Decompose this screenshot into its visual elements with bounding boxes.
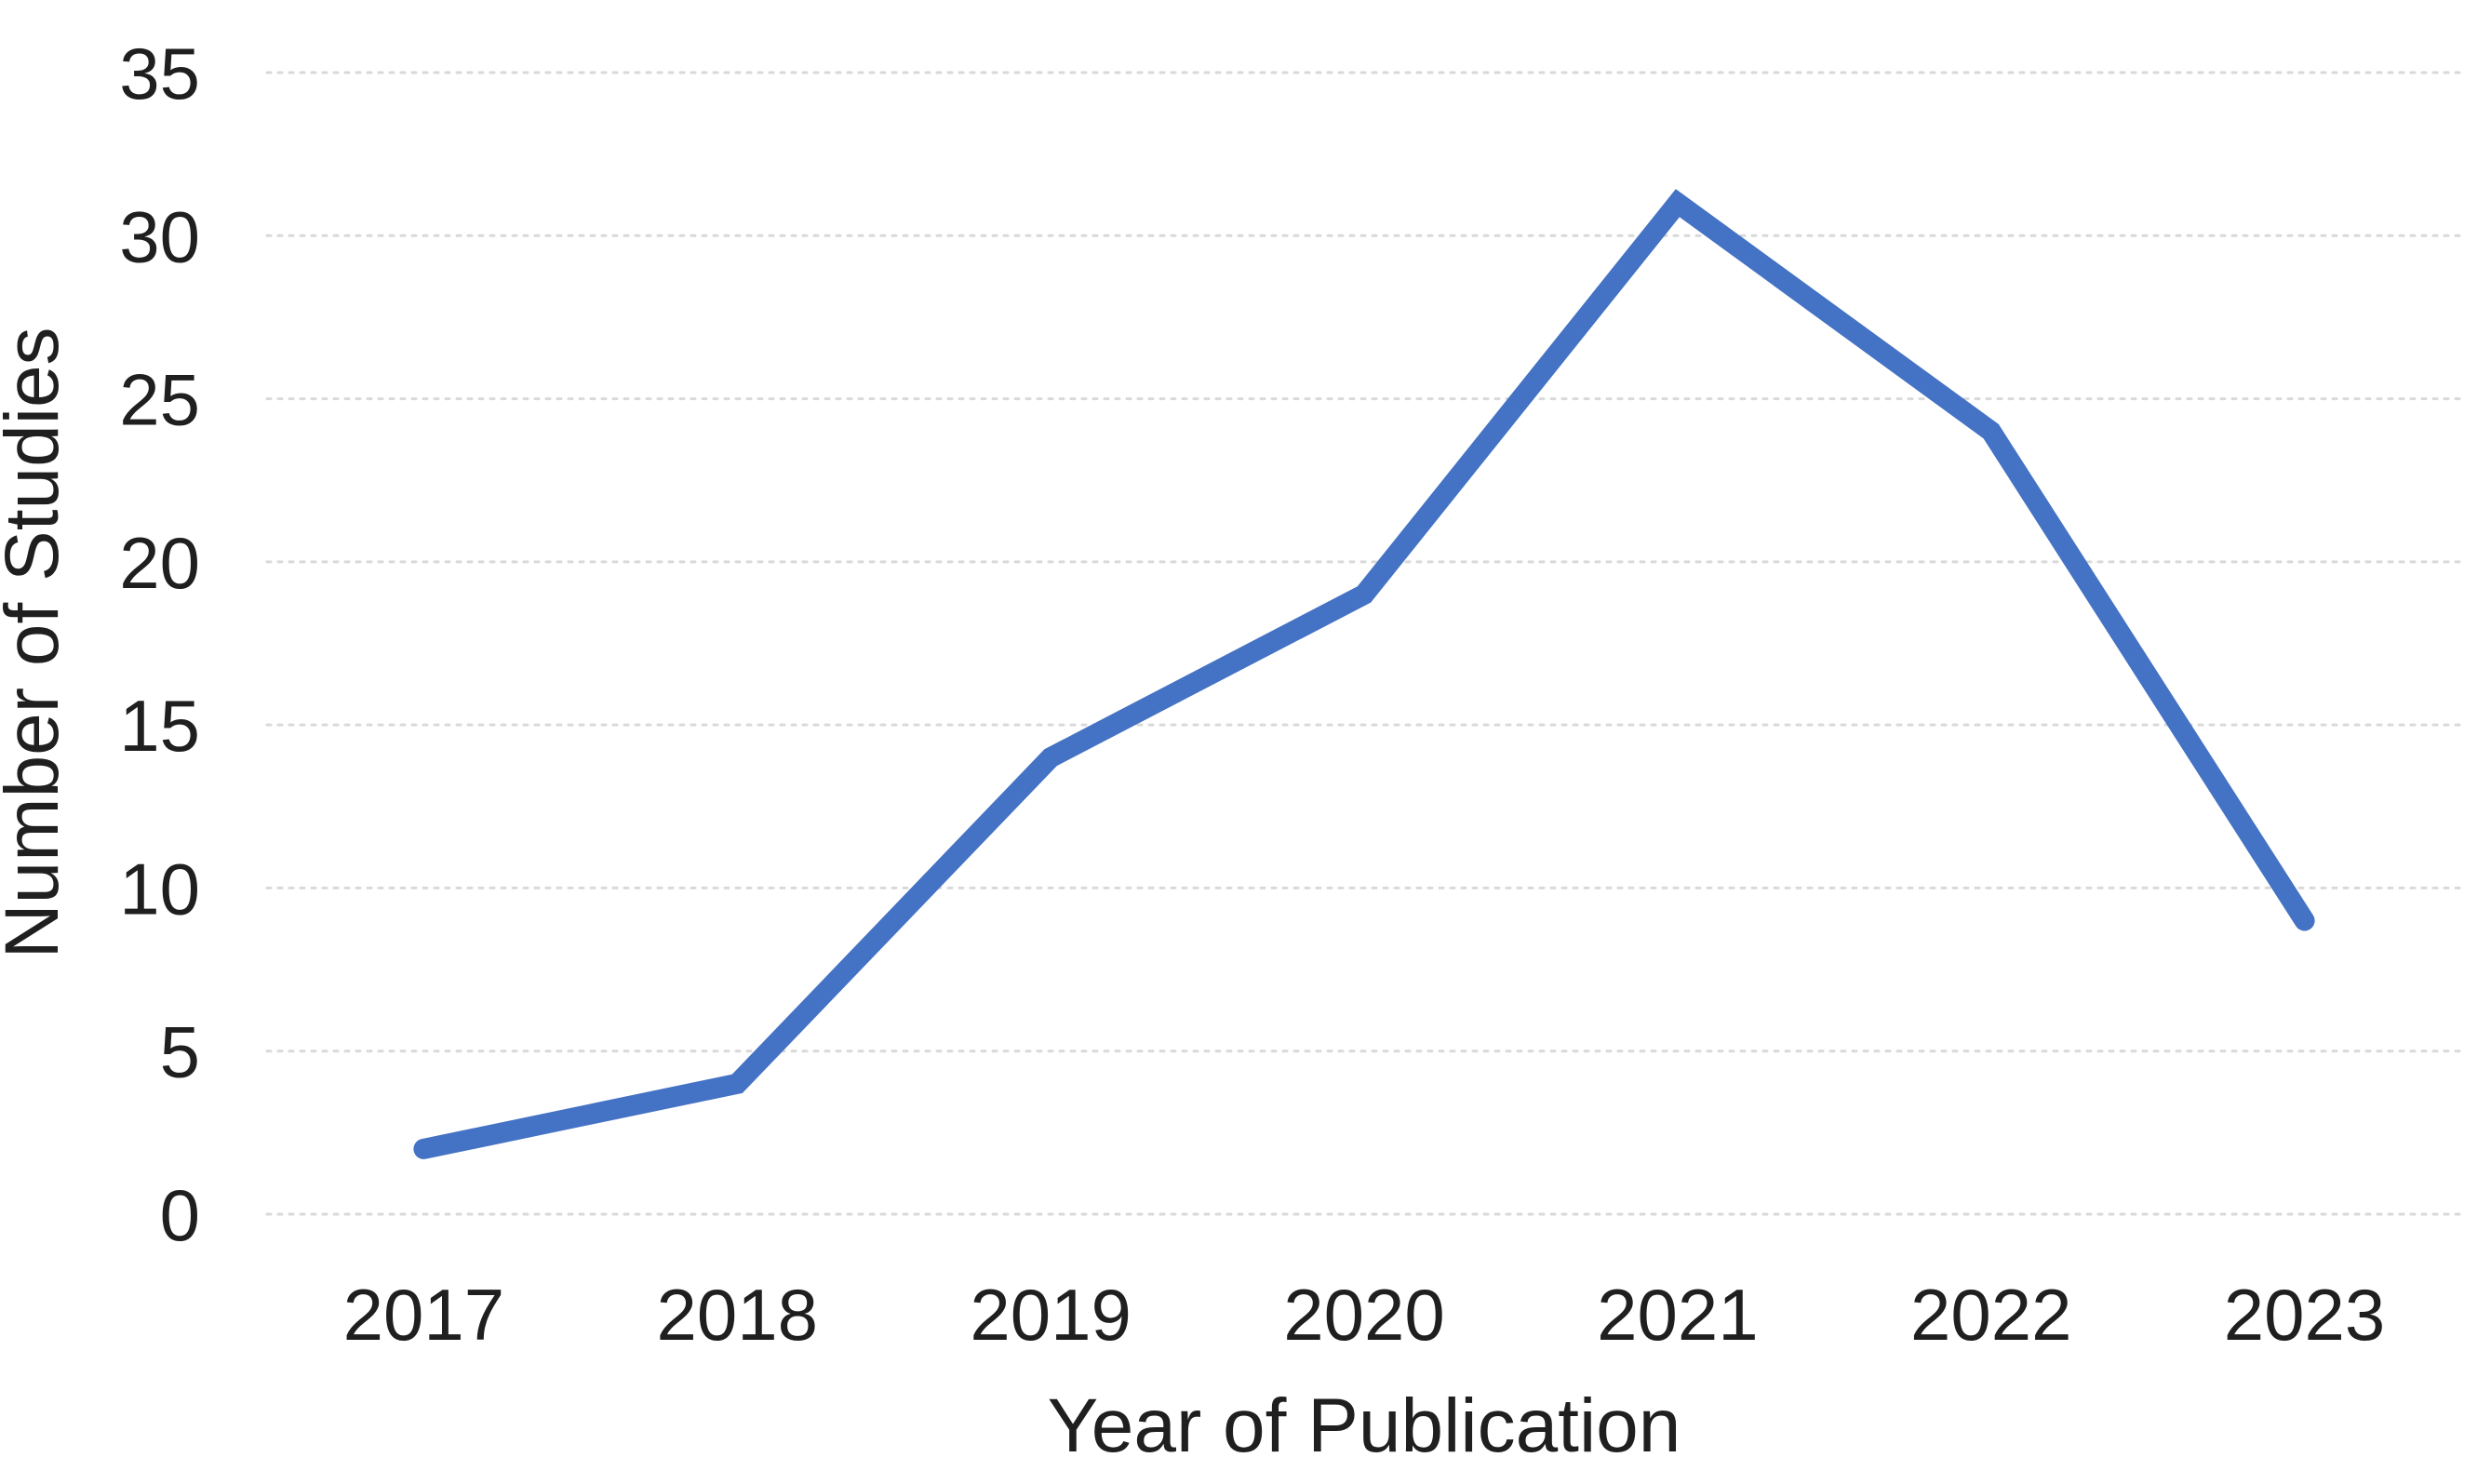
x-tick-label: 2021 — [1597, 1274, 1759, 1356]
y-tick-label: 20 — [119, 522, 200, 604]
y-axis-title: Number of Studies — [0, 327, 74, 958]
y-tick-label: 25 — [119, 359, 200, 441]
x-tick-label: 2019 — [970, 1274, 1132, 1356]
y-tick-label: 5 — [160, 1011, 200, 1093]
y-tick-label: 10 — [119, 848, 200, 929]
x-tick-label: 2018 — [657, 1274, 819, 1356]
x-axis-title: Year of Publication — [1048, 1384, 1681, 1468]
y-tick-label: 35 — [119, 33, 200, 114]
x-tick-label: 2017 — [343, 1274, 505, 1356]
data-series-line — [413, 189, 2315, 1159]
x-tick-label: 2023 — [2224, 1274, 2386, 1356]
y-tick-label: 0 — [160, 1174, 200, 1256]
y-tick-label: 15 — [119, 685, 200, 767]
x-tick-label: 2020 — [1283, 1274, 1445, 1356]
y-tick-label: 30 — [119, 195, 200, 277]
x-tick-label: 2022 — [1910, 1274, 2072, 1356]
y-axis-tick-labels: 0 5 10 15 20 25 30 35 — [119, 33, 200, 1256]
x-axis-tick-labels: 2017 2018 2019 2020 2021 2022 2023 — [343, 1274, 2386, 1356]
gridlines — [265, 71, 2463, 1216]
